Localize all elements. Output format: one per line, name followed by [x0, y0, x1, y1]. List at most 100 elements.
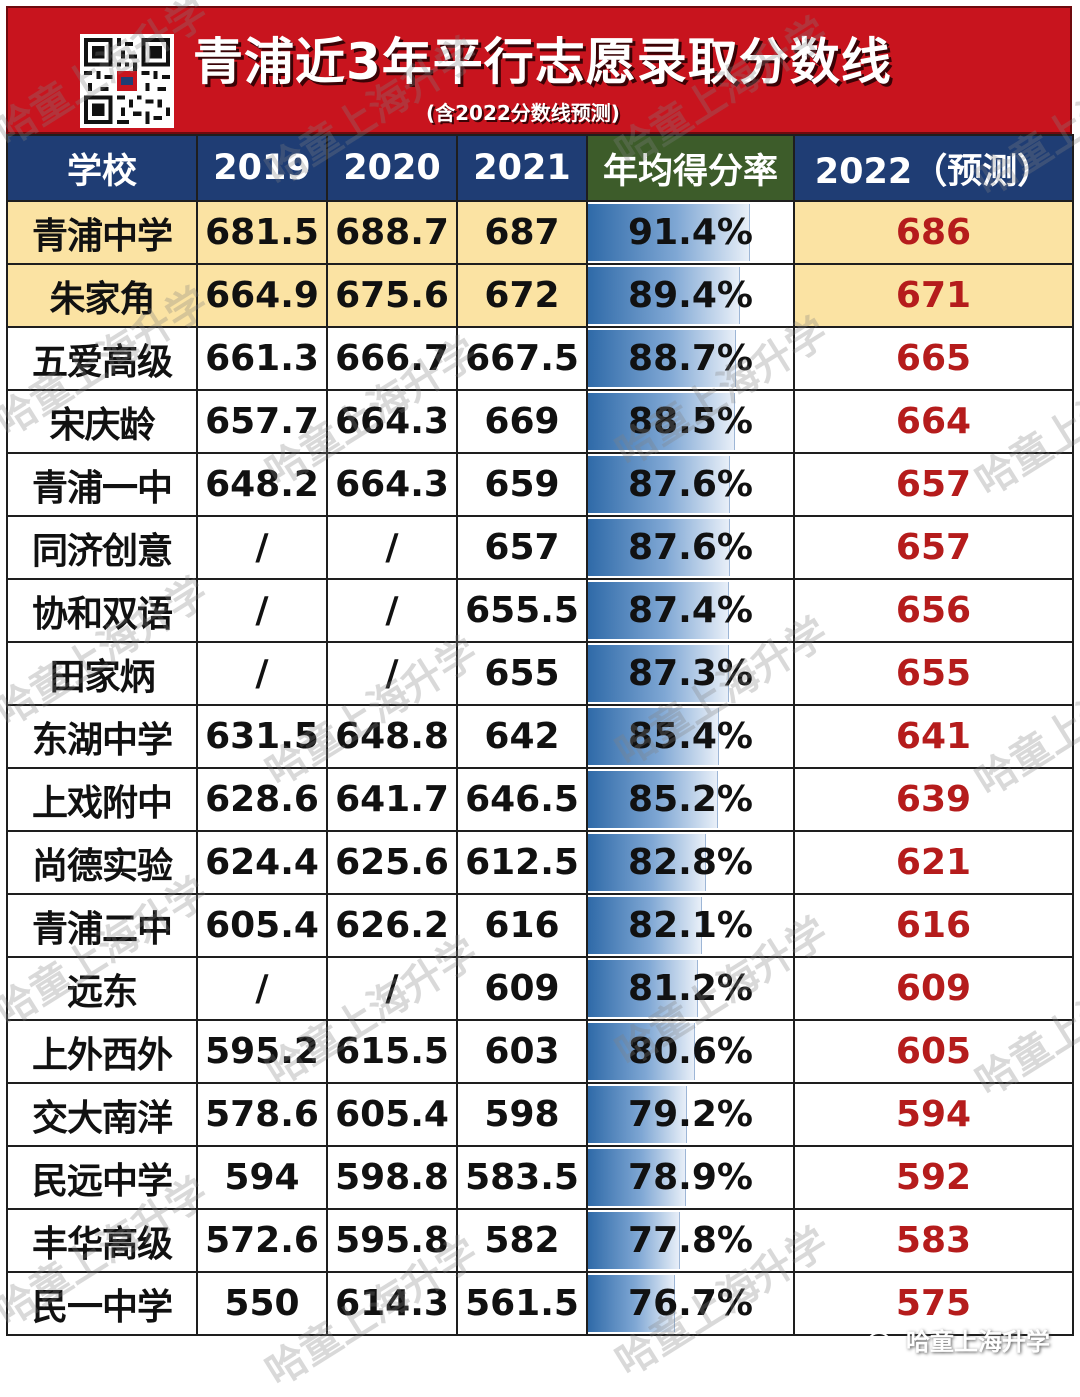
rate-bar: [589, 330, 737, 387]
rate-bar: [589, 204, 750, 261]
brand-signature: 哈童上海升学: [867, 1322, 1050, 1357]
score-2019-cell: 631.5: [196, 704, 328, 769]
column-header-average-rate: 年均得分率: [586, 134, 795, 202]
score-2020-cell: /: [326, 515, 458, 580]
score-2019-cell: 657.7: [196, 389, 328, 454]
page-title: 青浦近3年平行志愿录取分数线: [193, 33, 892, 91]
prediction-2022-cell: 605: [793, 1019, 1074, 1084]
rate-bar: [589, 393, 736, 450]
score-2020-cell: 605.4: [326, 1082, 458, 1147]
score-2020-cell: /: [326, 641, 458, 706]
rate-value: 82.8%: [628, 842, 753, 883]
rate-bar: [589, 1212, 681, 1269]
average-rate-cell: 80.6%: [586, 1019, 795, 1084]
rate-value: 87.3%: [628, 653, 753, 694]
table-row: 民远中学 594 598.8 583.5 78.9% 592: [6, 1145, 1074, 1210]
school-cell: 远东: [6, 956, 198, 1021]
score-2019-cell: 681.5: [196, 200, 328, 265]
average-rate-cell: 87.6%: [586, 515, 795, 580]
rate-value: 80.6%: [628, 1031, 753, 1072]
rate-value: 91.4%: [628, 212, 753, 253]
average-rate-cell: 89.4%: [586, 263, 795, 328]
rate-bar: [589, 960, 698, 1017]
school-cell: 青浦一中: [6, 452, 198, 517]
score-2020-cell: 648.8: [326, 704, 458, 769]
rate-value: 87.6%: [628, 464, 753, 505]
score-2020-cell: 664.3: [326, 452, 458, 517]
prediction-2022-cell: 657: [793, 515, 1074, 580]
score-2021-cell: 603: [456, 1019, 588, 1084]
score-2019-cell: 648.2: [196, 452, 328, 517]
school-cell: 交大南洋: [6, 1082, 198, 1147]
score-2019-cell: 595.2: [196, 1019, 328, 1084]
score-2021-cell: 612.5: [456, 830, 588, 895]
average-rate-cell: 87.4%: [586, 578, 795, 643]
rate-value: 85.4%: [628, 716, 753, 757]
brand-name: 哈童上海升学: [906, 1328, 1050, 1356]
rate-bar: [589, 582, 730, 639]
school-cell: 尚德实验: [6, 830, 198, 895]
average-rate-cell: 85.2%: [586, 767, 795, 832]
rate-value: 87.4%: [628, 590, 753, 631]
rate-bar: [589, 771, 719, 828]
table-row: 尚德实验 624.4 625.6 612.5 82.8% 621: [6, 830, 1074, 895]
prediction-2022-cell: 621: [793, 830, 1074, 895]
school-cell: 协和双语: [6, 578, 198, 643]
prediction-2022-cell: 575: [793, 1271, 1074, 1336]
score-2019-cell: /: [196, 956, 328, 1021]
table-row: 青浦二中 605.4 626.2 616 82.1% 616: [6, 893, 1074, 958]
prediction-2022-cell: 583: [793, 1208, 1074, 1273]
rate-bar: [589, 708, 720, 765]
average-rate-cell: 85.4%: [586, 704, 795, 769]
average-rate-cell: 82.8%: [586, 830, 795, 895]
score-2020-cell: 641.7: [326, 767, 458, 832]
rate-value: 89.4%: [628, 275, 753, 316]
rate-value: 88.7%: [628, 338, 753, 379]
table-row: 上外西外 595.2 615.5 603 80.6% 605: [6, 1019, 1074, 1084]
school-cell: 同济创意: [6, 515, 198, 580]
score-2021-cell: 655.5: [456, 578, 588, 643]
rate-bar: [589, 1086, 688, 1143]
score-2019-cell: /: [196, 641, 328, 706]
prediction-2022-cell: 656: [793, 578, 1074, 643]
rate-bar: [589, 1275, 675, 1332]
school-cell: 上戏附中: [6, 767, 198, 832]
score-2021-cell: 582: [456, 1208, 588, 1273]
table-row: 丰华高级 572.6 595.8 582 77.8% 583: [6, 1208, 1074, 1273]
average-rate-cell: 78.9%: [586, 1145, 795, 1210]
score-2019-cell: 572.6: [196, 1208, 328, 1273]
score-2019-cell: 550: [196, 1271, 328, 1336]
school-cell: 田家炳: [6, 641, 198, 706]
score-2019-cell: /: [196, 515, 328, 580]
prediction-2022-cell: 616: [793, 893, 1074, 958]
page-subtitle: (含2022分数线预测): [426, 101, 620, 125]
score-2020-cell: 688.7: [326, 200, 458, 265]
average-rate-cell: 87.6%: [586, 452, 795, 517]
table-row: 青浦一中 648.2 664.3 659 87.6% 657: [6, 452, 1074, 517]
prediction-2022-cell: 655: [793, 641, 1074, 706]
column-header-school: 学校: [6, 134, 198, 202]
prediction-2022-cell: 665: [793, 326, 1074, 391]
average-rate-cell: 91.4%: [586, 200, 795, 265]
rate-value: 81.2%: [628, 968, 753, 1009]
score-2021-cell: 655: [456, 641, 588, 706]
table-row: 民一中学 550 614.3 561.5 76.7% 575: [6, 1271, 1074, 1336]
score-2021-cell: 672: [456, 263, 588, 328]
score-2021-cell: 687: [456, 200, 588, 265]
rate-value: 82.1%: [628, 905, 753, 946]
score-2021-cell: 583.5: [456, 1145, 588, 1210]
school-cell: 青浦二中: [6, 893, 198, 958]
table-row: 协和双语 //655.5 87.4% 656: [6, 578, 1074, 643]
average-rate-cell: 82.1%: [586, 893, 795, 958]
title-banner: 青浦近3年平行志愿录取分数线 (含2022分数线预测): [6, 6, 1072, 134]
rate-bar: [589, 1149, 686, 1206]
score-2020-cell: 664.3: [326, 389, 458, 454]
column-header-2021: 2021: [456, 134, 588, 202]
score-2019-cell: 594: [196, 1145, 328, 1210]
score-2019-cell: 664.9: [196, 263, 328, 328]
score-2021-cell: 657: [456, 515, 588, 580]
prediction-2022-cell: 594: [793, 1082, 1074, 1147]
average-rate-cell: 77.8%: [586, 1208, 795, 1273]
rate-bar: [589, 267, 740, 324]
score-2020-cell: 614.3: [326, 1271, 458, 1336]
